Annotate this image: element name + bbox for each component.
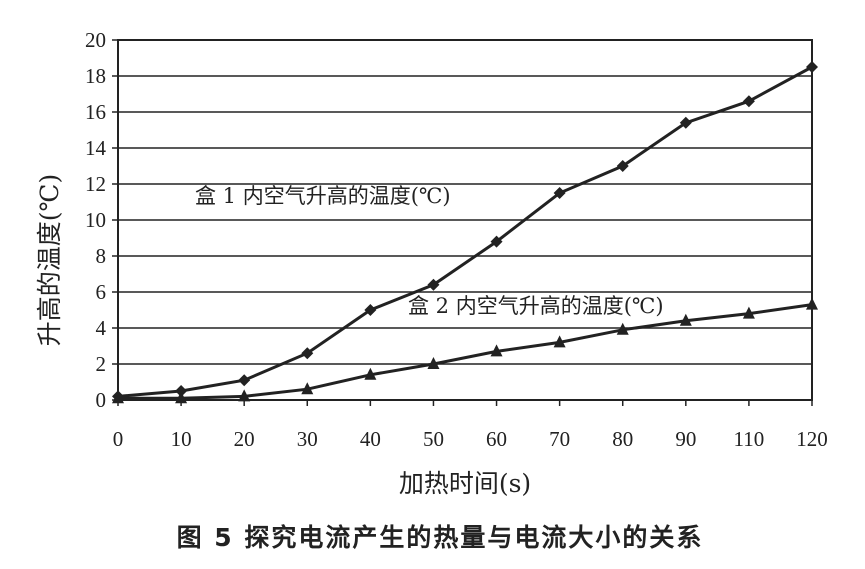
x-tick-label: 60 (486, 427, 507, 451)
point-marker (742, 95, 755, 108)
point-marker (490, 235, 503, 248)
caption: 图 5 探究电流产生的热量与电流大小的关系 (177, 523, 704, 552)
point-marker (301, 347, 314, 360)
point-marker (175, 385, 188, 397)
x-tick-label: 20 (234, 427, 255, 451)
x-tick-label: 90 (675, 427, 696, 451)
point-marker (616, 160, 629, 172)
x-tick-label: 70 (549, 427, 570, 451)
plot-frame (117, 39, 813, 401)
y-axis-title: 升高的温度(℃) (35, 174, 64, 346)
point-marker (806, 61, 818, 73)
x-tick-label: 0 (113, 427, 124, 451)
x-axis-title: 加热时间(s) (399, 469, 531, 498)
x-tick-label: 120 (796, 427, 828, 451)
y-tick-label: 18 (85, 64, 106, 88)
point-marker (112, 391, 124, 404)
series-annotation: 盒 1 内空气升高的温度(℃) (195, 184, 451, 208)
y-tick-label: 8 (96, 244, 107, 268)
point-marker (238, 374, 251, 387)
point-marker (679, 116, 692, 129)
y-tick-label: 16 (85, 100, 106, 124)
x-tick-label: 80 (612, 427, 633, 451)
y-tick-label: 14 (85, 136, 107, 160)
x-tick-label: 10 (171, 427, 192, 451)
y-tick-label: 2 (96, 352, 107, 376)
y-tick-label: 4 (96, 316, 107, 340)
point-marker (175, 391, 188, 404)
y-tick-label: 10 (85, 208, 106, 232)
y-tick-label: 20 (85, 28, 106, 52)
point-marker (427, 357, 440, 369)
point-marker (301, 382, 314, 395)
point-marker (616, 322, 629, 335)
series-annotation: 盒 2 内空气升高的温度(℃) (408, 294, 664, 318)
point-marker (427, 278, 440, 291)
x-tick-label: 110 (734, 427, 765, 451)
point-marker (238, 389, 251, 402)
y-tick-label: 6 (96, 280, 107, 304)
y-tick-label: 12 (85, 172, 106, 196)
point-marker (553, 187, 566, 199)
series-line (118, 303, 813, 400)
point-marker (364, 367, 377, 380)
series-line (117, 65, 813, 398)
point-marker (806, 297, 818, 310)
y-tick-label: 0 (96, 388, 107, 412)
x-tick-label: 30 (297, 427, 318, 451)
x-tick-label: 50 (423, 427, 444, 451)
x-tick-label: 40 (360, 427, 381, 451)
point-marker (742, 306, 755, 319)
point-marker (553, 335, 566, 348)
point-marker (490, 344, 503, 357)
point-marker (679, 313, 692, 326)
point-marker (364, 304, 377, 316)
